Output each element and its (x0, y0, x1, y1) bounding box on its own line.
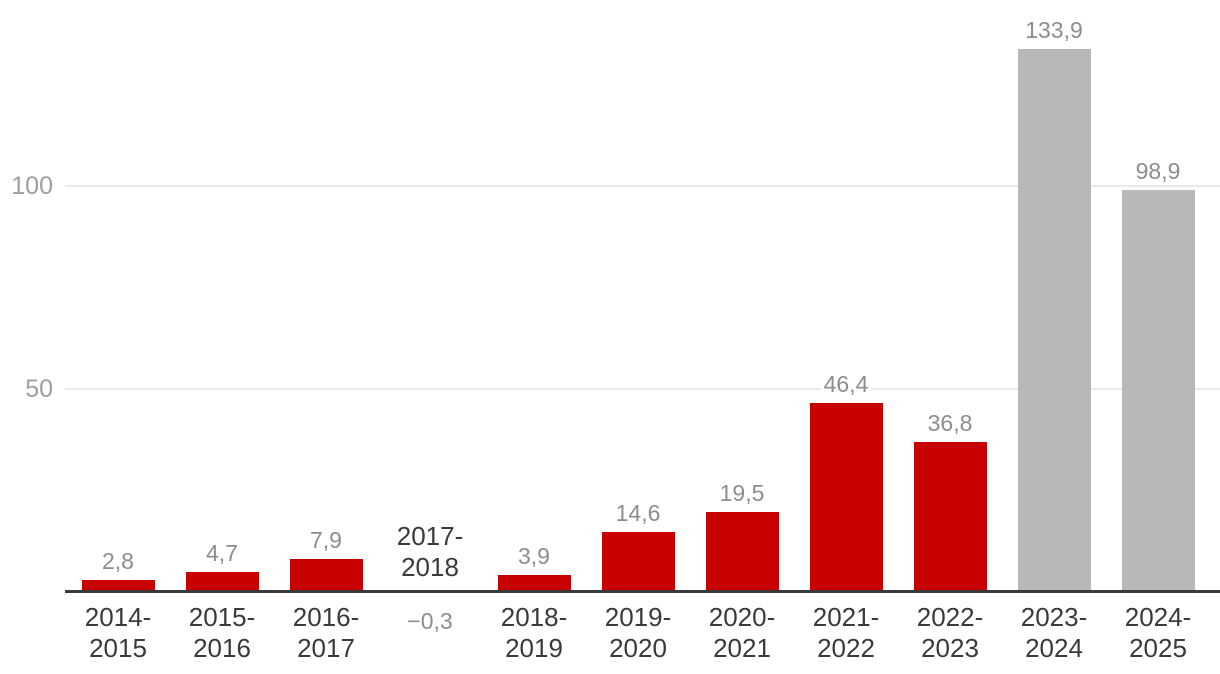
bar-value-label: 14,6 (568, 499, 708, 526)
x-axis-category-label: 2019- 2020 (604, 602, 672, 663)
x-axis-line (65, 590, 1220, 593)
bar-value-label: 46,4 (776, 371, 916, 398)
x-axis-category-label: 2023- 2024 (1020, 602, 1088, 663)
x-axis-category-label: 2014- 2015 (84, 602, 152, 663)
x-axis-category-label: 2017- 2018 (396, 521, 464, 582)
bar (913, 441, 987, 591)
x-axis-category-label: 2022- 2023 (916, 602, 984, 663)
bar (185, 571, 259, 591)
bar-value-label: 98,9 (1088, 158, 1220, 185)
bar (81, 579, 155, 591)
gridline (65, 185, 1220, 187)
y-axis-tick-label: 100 (11, 172, 53, 200)
bar-value-label: −0,3 (360, 608, 500, 634)
x-axis-category-label: 2024- 2025 (1124, 602, 1192, 663)
gridline (65, 387, 1220, 390)
bar (1121, 190, 1195, 591)
bar-value-label: 4,7 (152, 539, 292, 566)
bar-value-label: 7,9 (256, 527, 396, 554)
bar (497, 575, 571, 591)
bar-value-label: 2,8 (48, 547, 188, 574)
x-axis-category-label: 2020- 2021 (708, 602, 776, 663)
bar-value-label: 133,9 (984, 16, 1124, 43)
bar (705, 512, 779, 591)
x-axis-category-label: 2016- 2017 (292, 602, 360, 663)
x-axis-category-label: 2018- 2019 (500, 602, 568, 663)
bar-value-label: 19,5 (672, 480, 812, 507)
bar-value-label: 36,8 (880, 409, 1020, 436)
bar (1017, 48, 1091, 591)
y-axis-tick-label: 50 (25, 374, 53, 403)
bar (601, 531, 675, 591)
bar-value-label: 3,9 (464, 543, 604, 570)
bar (289, 559, 363, 591)
x-axis-category-label: 2021- 2022 (812, 602, 880, 663)
x-axis-category-label: 2015- 2016 (188, 602, 256, 663)
bar (809, 403, 883, 591)
